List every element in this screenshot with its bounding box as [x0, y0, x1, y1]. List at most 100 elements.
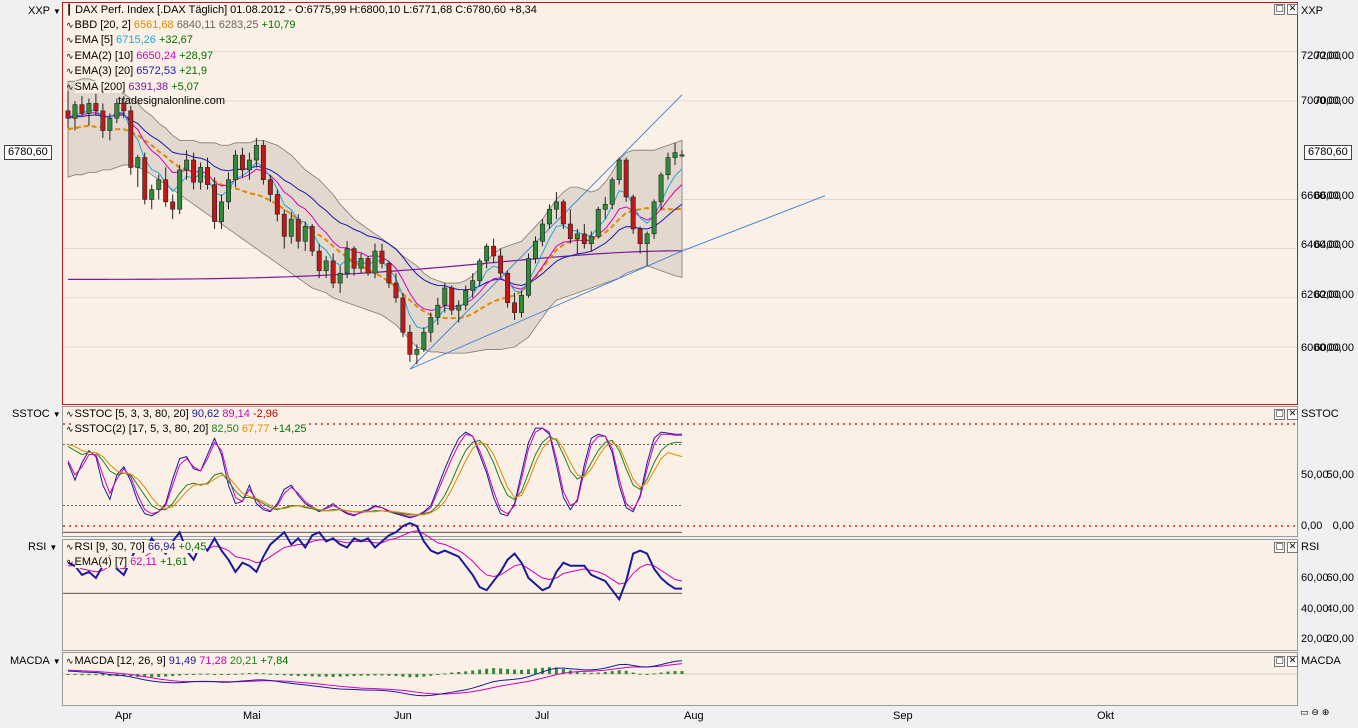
month-label: Jul [535, 710, 550, 722]
macd-histogram-bar [443, 673, 447, 675]
indicator-value: 62,11 [130, 556, 160, 569]
main-tick-right: 6200,00 [1301, 289, 1341, 301]
candle-body [519, 295, 524, 313]
candle-body [128, 110, 134, 168]
sstoc-panel-tag[interactable]: SSTOC ▼ [12, 408, 61, 420]
macd-panel-tag-right: MACDA [1301, 655, 1341, 667]
candle-body [574, 233, 580, 240]
main-tick-right: 6600,00 [1301, 190, 1341, 202]
close-icon[interactable]: ✕ [1287, 409, 1298, 420]
candle-body [156, 179, 162, 190]
candle-body [170, 201, 176, 210]
indicator-value: 6840,11 [176, 19, 219, 31]
sstoc-tick-left: 50,00 [1326, 469, 1354, 481]
macd-histogram-bar [499, 668, 503, 674]
candle-body [630, 196, 636, 230]
candle-body [198, 167, 204, 183]
macd-histogram-bar [617, 670, 621, 674]
close-icon[interactable]: ✕ [1287, 542, 1298, 553]
indicator-legend[interactable]: ∿EMA(3) [20] 6572,53 +21,9 [66, 64, 207, 80]
zoom-out-icon[interactable]: ⊖ [1311, 708, 1319, 718]
main-title-line: ┃ DAX Perf. Index [.DAX Täglich] 01.08.2… [66, 3, 537, 18]
indicator-legend[interactable]: ∿SSTOC [5, 3, 3, 80, 20] 90,62 89,14 -2,… [66, 407, 279, 423]
macd-histogram-bar [603, 671, 607, 674]
indicator-name: EMA(2) [10] [74, 49, 137, 62]
maximize-icon[interactable]: ▢ [1274, 656, 1285, 667]
macd-histogram-bar [547, 667, 551, 674]
candle-body [191, 159, 197, 183]
rsi-panel-tag[interactable]: RSI ▼ [28, 541, 57, 553]
main-tick-right: 7200,00 [1301, 50, 1341, 62]
watermark: tradesignalonline.com [118, 95, 226, 107]
close-icon[interactable]: ✕ [1287, 4, 1298, 15]
candle-body [79, 104, 85, 114]
candle-body [281, 213, 287, 237]
sstoc-tick-right: 0,00 [1301, 520, 1323, 532]
indicator-legend[interactable]: ∿EMA [5] 6715,26 +32,67 [66, 33, 193, 49]
macd-histogram-bar [513, 669, 517, 674]
indicator-legend[interactable]: ∿MACDA [12, 26, 9] 91,49 71,28 20,21 +7,… [66, 654, 289, 670]
month-label: Apr [115, 710, 133, 722]
macd-histogram-bar [171, 674, 175, 677]
macd-histogram-bar [366, 674, 370, 676]
candle-body [295, 218, 301, 242]
indicator-value: 6283,25 [218, 19, 262, 31]
macd-histogram-bar [638, 673, 642, 675]
macd-histogram-bar [220, 674, 223, 675]
candle-body [679, 154, 685, 157]
macd-histogram-bar [73, 674, 77, 675]
macd-histogram-bar [101, 674, 105, 676]
rsi-tick-right: 40,00 [1301, 603, 1329, 615]
maximize-icon[interactable]: ▢ [1274, 542, 1285, 553]
candle-body [407, 331, 413, 355]
indicator-value: 6715,26 [116, 34, 159, 47]
macd-panel-tag[interactable]: MACDA ▼ [10, 655, 61, 667]
indicator-name: BBD [20, 2] [74, 19, 134, 31]
candle-body [672, 152, 678, 158]
indicator-legend[interactable]: ∿EMA(4) [7] 62,11 +1,61 [66, 555, 188, 571]
indicator-value: 20,21 [229, 655, 261, 667]
macd-histogram-bar [561, 669, 565, 674]
indicator-wave-icon: ∿ [66, 82, 74, 93]
candle-body [365, 258, 371, 274]
zoom-in-icon[interactable]: ⊕ [1321, 708, 1330, 718]
indicator-wave-icon: ∿ [66, 21, 74, 31]
candle-icon: ┃ [66, 5, 73, 16]
candle-body [253, 144, 259, 161]
macd-histogram-bar [80, 674, 84, 676]
candle-body [351, 248, 357, 269]
candle-body [588, 236, 594, 244]
indicator-name: EMA(3) [20] [74, 65, 137, 78]
candle-body [491, 245, 497, 257]
main-panel-tag[interactable]: XXP ▼ [28, 5, 61, 17]
macd-histogram-bar [373, 674, 377, 676]
indicator-legend[interactable]: ∿SSTOC(2) [17, 5, 3, 80, 20] 82,50 67,77… [66, 422, 307, 438]
candle-body [623, 159, 629, 198]
indicator-legend[interactable]: ∿SMA [200] 6391,38 +5,07 [66, 80, 200, 96]
macd-histogram-bar [345, 674, 349, 677]
candle-body [107, 117, 113, 131]
indicator-name: EMA [5] [74, 34, 117, 47]
macd-histogram-bar [157, 674, 161, 677]
candle-body [86, 103, 92, 114]
candle-body [651, 201, 657, 235]
candle-body [567, 223, 573, 240]
candle-body [142, 157, 148, 200]
main-tick-left: 6000,00 [1314, 342, 1354, 354]
macd-histogram-bar [289, 674, 293, 676]
macd-histogram-bar [589, 672, 593, 674]
indicator-legend[interactable]: ∿EMA(2) [10] 6650,24 +28,97 [66, 49, 214, 65]
maximize-icon[interactable]: ▢ [1274, 4, 1285, 15]
indicator-value: -2,96 [252, 408, 279, 420]
indicator-wave-icon: ∿ [66, 51, 74, 62]
indicator-legend[interactable]: ∿RSI [9, 30, 70] 66,94 +0,45 [66, 540, 207, 556]
close-icon[interactable]: ✕ [1287, 656, 1298, 667]
candle-body [595, 208, 601, 237]
indicator-wave-icon: ∿ [66, 558, 74, 569]
maximize-icon[interactable]: ▢ [1274, 409, 1285, 420]
macd-histogram-bar [387, 674, 391, 676]
indicator-legend[interactable]: ∿BBD [20, 2] 6561,68 6840,11 6283,25 +10… [66, 18, 296, 34]
month-label: Jun [394, 710, 412, 722]
macd-histogram-bar [582, 672, 586, 674]
zoom-fit-icon[interactable]: ▭ [1300, 708, 1309, 718]
